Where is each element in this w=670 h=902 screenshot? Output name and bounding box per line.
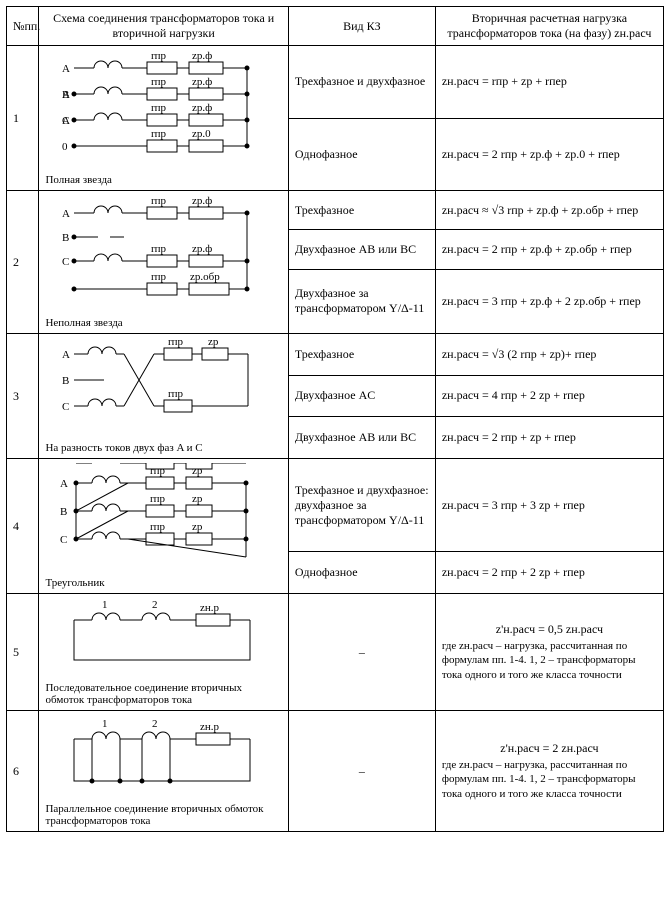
row-3-load-1: zн.расч = 4 rпр + 2 zр + rпер [435, 375, 663, 417]
row-3-a: 3 A B C rпр zр rпр [7, 334, 664, 376]
svg-text:rпр: rпр [151, 50, 167, 62]
svg-text:B: B [62, 89, 69, 101]
svg-text:zр.0: zр.0 [192, 128, 211, 140]
svg-text:zр.ф: zр.ф [192, 243, 212, 255]
svg-text:rпр: rпр [151, 243, 167, 255]
row-5-formula: z'н.расч = 0,5 zн.расч [442, 622, 657, 637]
diagram-difference: A B C rпр zр rпр [54, 338, 274, 438]
row-4-num: 4 [7, 459, 39, 594]
svg-text:zр.ф: zр.ф [192, 50, 212, 62]
row-4-a: 4 rпр zр A B C [7, 459, 664, 552]
header-row: №пп. Схема соединения трансформаторов то… [7, 7, 664, 46]
row-6-caption: Параллельное соединение вторичных обмото… [45, 803, 281, 827]
row-6-formula: z'н.расч = 2 zн.расч [442, 741, 657, 756]
row-5-note: где zн.расч – нагрузка, рассчитанная по … [442, 639, 657, 682]
transformer-table: №пп. Схема соединения трансформаторов то… [6, 6, 664, 832]
svg-text:zн.р: zн.р [200, 721, 220, 733]
diagram-delta: rпр zр A B C [54, 463, 274, 573]
row-5-num: 5 [7, 594, 39, 711]
svg-text:A: A [62, 208, 70, 220]
svg-text:zн.р: zн.р [200, 602, 220, 614]
row-4-load-0: zн.расч = 3 rпр + 3 zр + rпер [435, 459, 663, 552]
svg-text:zр.ф: zр.ф [192, 195, 212, 207]
row-5-kz: – [288, 594, 435, 711]
svg-text:1: 1 [102, 718, 108, 730]
svg-text:A: A [62, 63, 70, 75]
row-6-diagram: 1 2 zн.р Параллельное соединение вторичн… [39, 711, 288, 832]
row-1-load-1: zн.расч = 2 rпр + zр.ф + zр.0 + rпер [435, 118, 663, 191]
header-diagram: Схема соединения трансформаторов тока и … [39, 7, 288, 46]
row-6-load: z'н.расч = 2 zн.расч где zн.расч – нагру… [435, 711, 663, 832]
svg-text:2: 2 [152, 718, 158, 730]
row-1-load-0: zн.расч = rпр + zр + rпер [435, 46, 663, 119]
row-3-kz-1: Двухфазное AC [288, 375, 435, 417]
row-3-load-2: zн.расч = 2 rпр + zр + rпер [435, 417, 663, 459]
header-kz: Вид КЗ [288, 7, 435, 46]
row-6-num: 6 [7, 711, 39, 832]
row-2-num: 2 [7, 191, 39, 334]
row-4-load-1: zн.расч = 2 rпр + 2 zр + rпер [435, 552, 663, 594]
row-3-diagram: A B C rпр zр rпр [39, 334, 288, 459]
row-2-kz-1: Двухфазное AB или BC [288, 230, 435, 269]
svg-text:rпр: rпр [151, 195, 167, 207]
row-1-caption: Полная звезда [45, 174, 281, 186]
row-5: 5 1 2 zн.р Последовательное соединение в… [7, 594, 664, 711]
row-1-diagram: A rпр zр.ф [39, 46, 288, 191]
row-1-a: 1 A rпр zр.ф [7, 46, 664, 119]
row-3-caption: На разность токов двух фаз A и C [45, 442, 281, 454]
row-3-kz-2: Двухфазное AB или BC [288, 417, 435, 459]
row-2-caption: Неполная звезда [45, 317, 281, 329]
svg-text:B: B [62, 375, 69, 387]
svg-text:0: 0 [62, 141, 68, 153]
svg-text:rпр: rпр [168, 338, 184, 348]
row-1-num: 1 [7, 46, 39, 191]
svg-text:A: A [62, 349, 70, 361]
diagram-parallel: 1 2 zн.р [54, 715, 274, 799]
svg-text:C: C [60, 534, 67, 546]
svg-text:rпр: rпр [151, 271, 167, 283]
svg-text:C: C [62, 115, 69, 127]
row-4-caption: Треугольник [45, 577, 281, 589]
svg-text:B: B [62, 232, 69, 244]
row-1-kz-1: Однофазное [288, 118, 435, 191]
row-2-load-2: zн.расч = 3 rпр + zр.ф + 2 zр.обр + rпер [435, 269, 663, 333]
row-2-kz-0: Трехфазное [288, 191, 435, 230]
diagram-full-star: A rпр zр.ф [54, 50, 274, 170]
svg-text:C: C [62, 401, 69, 413]
row-6-note: где zн.расч – нагрузка, рассчитанная по … [442, 758, 657, 801]
svg-text:2: 2 [152, 599, 158, 611]
svg-text:zр: zр [208, 338, 219, 348]
row-1-kz-0: Трехфазное и двухфазное [288, 46, 435, 119]
row-2-kz-2: Двухфазное за трансформатором Y/Δ-11 [288, 269, 435, 333]
svg-text:A: A [60, 478, 68, 490]
header-load: Вторичная расчетная нагрузка трансформат… [435, 7, 663, 46]
svg-text:1: 1 [102, 599, 108, 611]
row-2-a: 2 A rпр zр.ф B C rпр zр.ф [7, 191, 664, 230]
row-2-load-1: zн.расч = 2 rпр + zр.ф + zр.обр + rпер [435, 230, 663, 269]
row-6: 6 1 2 zн.р [7, 711, 664, 832]
row-3-num: 3 [7, 334, 39, 459]
row-4-diagram: rпр zр A B C Треугольник [39, 459, 288, 594]
row-2-load-0: zн.расч ≈ √3 rпр + zр.ф + zр.обр + rпер [435, 191, 663, 230]
header-num: №пп. [7, 7, 39, 46]
svg-text:rпр: rпр [151, 128, 167, 140]
diagram-partial-star: A rпр zр.ф B C rпр zр.ф rпр zр.о [54, 195, 274, 313]
row-5-diagram: 1 2 zн.р Последовательное соединение вто… [39, 594, 288, 711]
row-3-kz-0: Трехфазное [288, 334, 435, 376]
diagram-series: 1 2 zн.р [54, 598, 274, 678]
row-6-kz: – [288, 711, 435, 832]
svg-text:zр.обр: zр.обр [190, 271, 220, 283]
row-5-caption: Последовательное соединение вторичных об… [45, 682, 281, 706]
svg-text:C: C [62, 256, 69, 268]
row-3-load-0: zн.расч = √3 (2 rпр + zр)+ rпер [435, 334, 663, 376]
row-2-diagram: A rпр zр.ф B C rпр zр.ф rпр zр.о [39, 191, 288, 334]
row-4-kz-0: Трехфазное и двухфазное: двухфазное за т… [288, 459, 435, 552]
row-5-load: z'н.расч = 0,5 zн.расч где zн.расч – наг… [435, 594, 663, 711]
svg-text:B: B [60, 506, 67, 518]
row-4-kz-1: Однофазное [288, 552, 435, 594]
svg-text:rпр: rпр [168, 388, 184, 400]
